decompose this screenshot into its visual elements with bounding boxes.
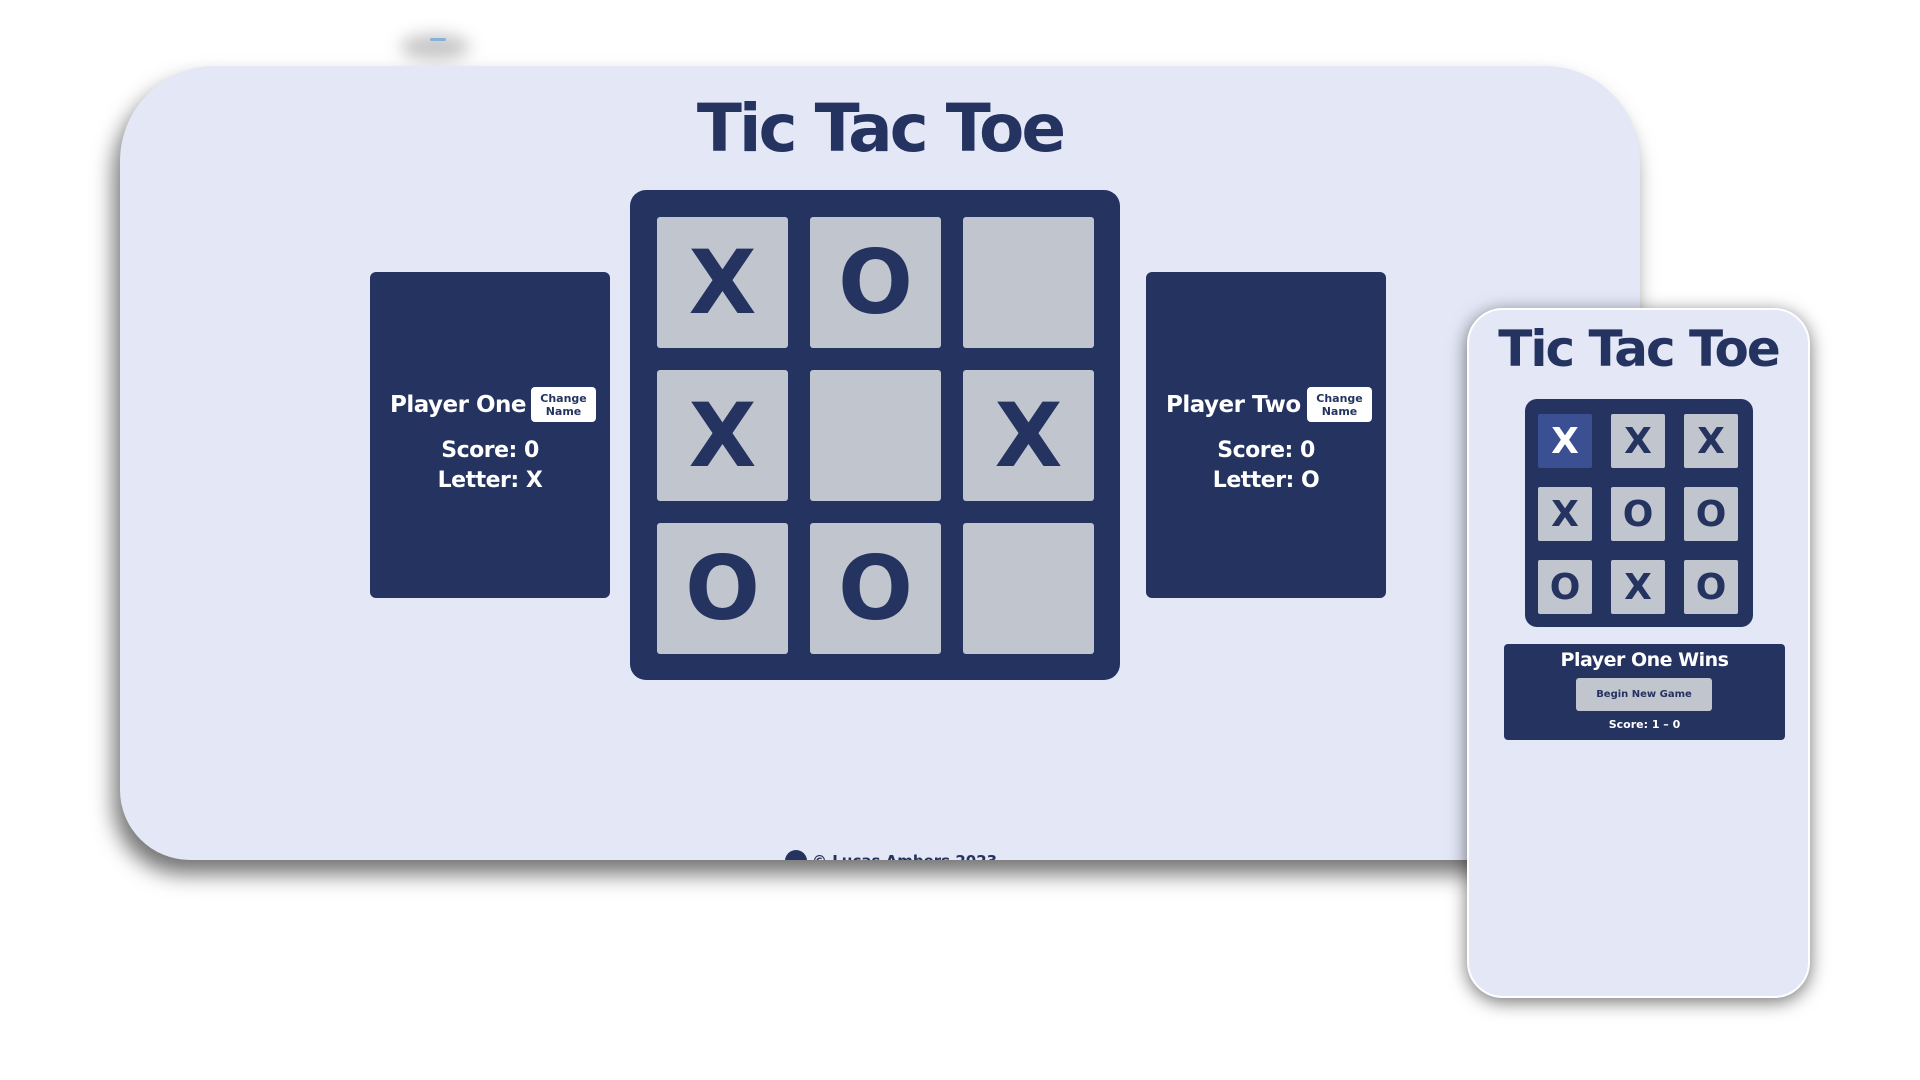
player-two-name: Player Two: [1166, 392, 1301, 418]
player-one-card: Player One Change Name Score: 0 Letter: …: [370, 272, 610, 598]
cursor-mark: [430, 38, 446, 41]
phone-board-cell[interactable]: O: [1684, 487, 1738, 541]
change-name-label-2: Name: [1321, 404, 1358, 418]
board-cell[interactable]: [810, 370, 941, 501]
player-one-letter: Letter: X: [437, 468, 543, 493]
phone-board-cell[interactable]: O: [1684, 560, 1738, 614]
change-name-label-1: Change: [1316, 391, 1363, 405]
page-title: Tic Tac Toe: [696, 90, 1066, 167]
desktop-mockup: Tic Tac Toe Player One Change Name Score…: [120, 66, 1640, 860]
board-cell[interactable]: O: [810, 217, 941, 348]
phone-board-cell-winning[interactable]: X: [1538, 414, 1592, 468]
phone-mockup: Tic Tac Toe X X X X O O O X O Player One…: [1467, 308, 1810, 998]
game-board: X O X X O O: [630, 190, 1120, 680]
board-cell[interactable]: [963, 217, 1094, 348]
footer: © Lucas Ambers 2023: [785, 850, 997, 860]
board-cell[interactable]: O: [657, 523, 788, 654]
phone-board-cell[interactable]: X: [1684, 414, 1738, 468]
phone-board-cell[interactable]: O: [1611, 487, 1665, 541]
board-cell[interactable]: X: [963, 370, 1094, 501]
begin-new-game-button[interactable]: Begin New Game: [1576, 678, 1712, 711]
player-two-letter: Letter: O: [1212, 468, 1320, 493]
phone-board-cell[interactable]: X: [1611, 414, 1665, 468]
phone-page-title: Tic Tac Toe: [1498, 320, 1780, 378]
player-one-score: Score: 0: [441, 438, 539, 463]
result-panel: Player One Wins Begin New Game Score: 1 …: [1504, 644, 1785, 740]
result-score: Score: 1 – 0: [1608, 718, 1681, 731]
board-cell[interactable]: O: [810, 523, 941, 654]
player-two-card: Player Two Change Name Score: 0 Letter: …: [1146, 272, 1386, 598]
player-two-score: Score: 0: [1217, 438, 1315, 463]
change-name-button-player-one[interactable]: Change Name: [531, 387, 596, 422]
board-cell[interactable]: X: [657, 217, 788, 348]
player-one-name: Player One: [390, 392, 527, 418]
phone-board-cell[interactable]: X: [1611, 560, 1665, 614]
github-icon[interactable]: [785, 850, 807, 860]
change-name-label-1: Change: [540, 391, 587, 405]
footer-copyright: © Lucas Ambers 2023: [812, 852, 997, 860]
board-cell[interactable]: [963, 523, 1094, 654]
phone-game-board: X X X X O O O X O: [1525, 399, 1753, 627]
phone-board-cell[interactable]: O: [1538, 560, 1592, 614]
phone-board-cell[interactable]: X: [1538, 487, 1592, 541]
board-cell[interactable]: X: [657, 370, 788, 501]
change-name-button-player-two[interactable]: Change Name: [1307, 387, 1372, 422]
change-name-label-2: Name: [545, 404, 582, 418]
result-title: Player One Wins: [1560, 649, 1729, 671]
